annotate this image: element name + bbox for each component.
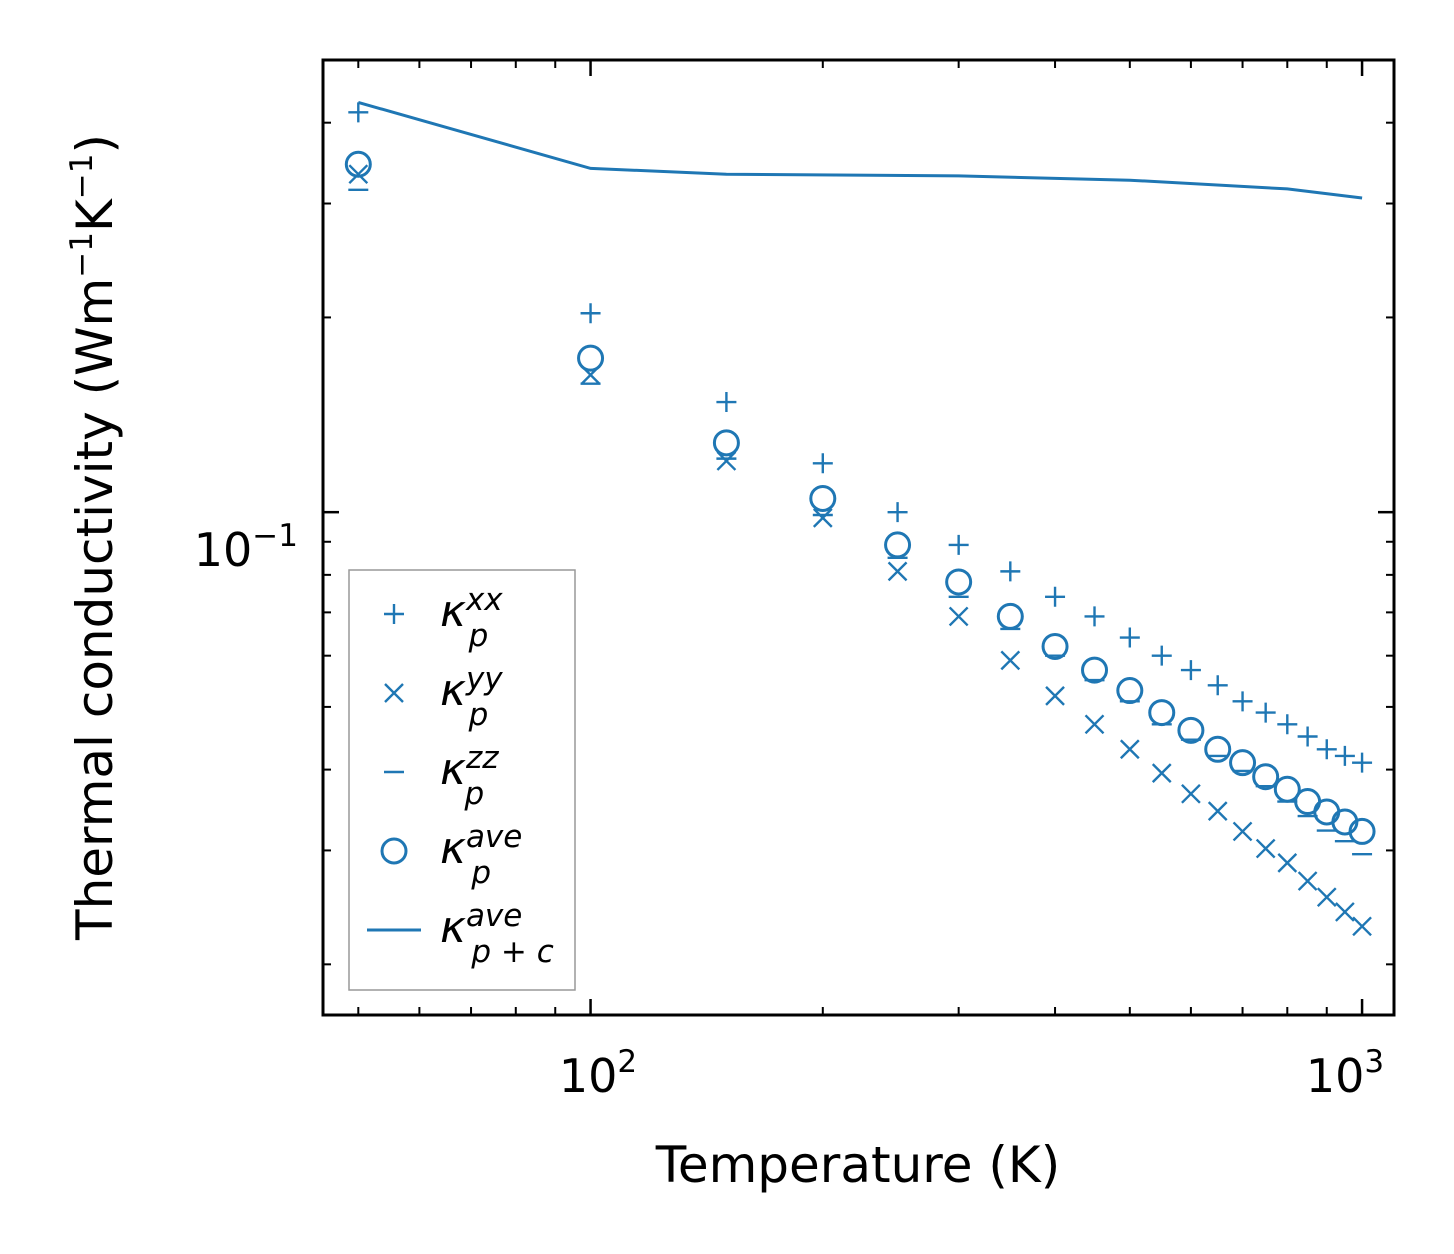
point-kappa_p_ave-300 xyxy=(945,568,973,596)
point-kappa_p_yy-950 xyxy=(1335,902,1355,922)
series-layer xyxy=(344,100,1376,937)
point-kappa_p_yy-350 xyxy=(1000,650,1021,671)
point-kappa_p_yy-200 xyxy=(812,507,833,528)
series-line-kappa_p_c_ave xyxy=(357,100,1363,200)
point-kappa_p_xx-400 xyxy=(1045,586,1066,607)
x-axis-title: Temperature (K) xyxy=(655,1136,1060,1194)
point-kappa_p_yy-50 xyxy=(348,164,369,185)
point-kappa_p_ave-900 xyxy=(1313,798,1341,826)
point-kappa_p_xx-250 xyxy=(887,502,908,523)
point-kappa_p_yy-600 xyxy=(1181,783,1201,804)
point-kappa_p_ave-250 xyxy=(884,531,912,559)
y-tick-label-0.1: 10−1 xyxy=(194,518,298,577)
point-kappa_p_yy-900 xyxy=(1316,887,1337,908)
point-kappa_p_yy-650 xyxy=(1207,801,1228,822)
point-kappa_p_yy-250 xyxy=(887,561,908,582)
point-kappa_p_yy-1000 xyxy=(1352,916,1372,937)
legend-frame xyxy=(348,569,576,991)
point-kappa_p_yy-850 xyxy=(1297,871,1318,891)
x-tick-label-100: 102 xyxy=(559,1044,637,1103)
point-kappa_p_ave-700 xyxy=(1229,749,1257,777)
point-kappa_p_xx-150 xyxy=(716,392,737,413)
legend-marker-kappa_p_yy xyxy=(384,683,404,703)
plot-frame xyxy=(321,58,1396,1017)
point-kappa_p_xx-50 xyxy=(348,102,369,123)
point-kappa_p_xx-350 xyxy=(1000,561,1021,582)
legend-markers xyxy=(367,604,421,932)
point-kappa_p_xx-500 xyxy=(1119,627,1140,648)
legend: κxx p κyy p κzz p κave p κave p + c xyxy=(348,569,576,991)
point-kappa_p_ave-550 xyxy=(1148,699,1176,727)
point-kappa_p_yy-800 xyxy=(1277,853,1298,873)
legend-label-kappa-pc-ave: κave p + c xyxy=(440,898,554,970)
point-kappa_p_ave-500 xyxy=(1116,677,1144,705)
legend-label-kappa-xx: κxx p xyxy=(440,582,503,654)
point-kappa_p_ave-150 xyxy=(712,429,740,457)
legend-label-kappa-ave: κave p xyxy=(440,819,522,891)
point-kappa_p_yy-450 xyxy=(1084,714,1105,735)
point-kappa_p_yy-700 xyxy=(1232,821,1253,842)
point-kappa_p_xx-300 xyxy=(948,534,969,555)
point-kappa_p_ave-100 xyxy=(577,344,605,372)
point-kappa_p_yy-150 xyxy=(716,451,737,471)
point-kappa_p_xx-100 xyxy=(580,303,601,324)
point-kappa_p_ave-450 xyxy=(1081,656,1109,684)
point-kappa_p_xx-450 xyxy=(1084,606,1105,627)
point-kappa_p_ave-1000 xyxy=(1348,817,1376,845)
point-kappa_p_xx-900 xyxy=(1316,739,1337,760)
point-kappa_p_yy-550 xyxy=(1151,763,1172,783)
point-kappa_p_ave-650 xyxy=(1204,735,1232,763)
point-kappa_p_xx-650 xyxy=(1207,675,1228,696)
point-kappa_p_xx-850 xyxy=(1297,726,1318,747)
point-kappa_p_ave-800 xyxy=(1273,775,1301,803)
point-kappa_p_ave-50 xyxy=(344,150,372,178)
point-kappa_p_ave-200 xyxy=(809,484,837,512)
point-kappa_p_xx-950 xyxy=(1334,745,1355,766)
legend-label-kappa-yy: κyy p xyxy=(440,661,503,733)
legend-label-kappa-zz: κzz p xyxy=(440,740,499,812)
point-kappa_p_xx-750 xyxy=(1255,702,1276,723)
point-kappa_p_xx-600 xyxy=(1180,660,1201,681)
point-kappa_p_yy-750 xyxy=(1255,838,1276,859)
point-kappa_p_ave-750 xyxy=(1252,763,1280,791)
legend-marker-kappa_p_xx xyxy=(384,604,404,624)
point-kappa_p_ave-600 xyxy=(1177,716,1205,744)
point-kappa_p_xx-800 xyxy=(1277,714,1298,735)
y-axis-title: Thermal conductivity (Wm−1K−1) xyxy=(64,134,124,941)
point-kappa_p_ave-350 xyxy=(996,602,1024,630)
point-kappa_p_xx-200 xyxy=(812,453,833,474)
point-kappa_p_yy-500 xyxy=(1119,739,1140,760)
point-kappa_p_xx-1000 xyxy=(1352,752,1373,773)
legend-marker-kappa_p_ave xyxy=(380,837,408,865)
point-kappa_p_yy-300 xyxy=(948,606,969,627)
point-kappa_p_xx-700 xyxy=(1232,691,1253,712)
point-kappa_p_yy-400 xyxy=(1045,686,1065,706)
x-tick-label-1000: 103 xyxy=(1306,1044,1384,1103)
point-kappa_p_xx-550 xyxy=(1151,645,1172,666)
point-kappa_p_ave-400 xyxy=(1041,632,1069,660)
